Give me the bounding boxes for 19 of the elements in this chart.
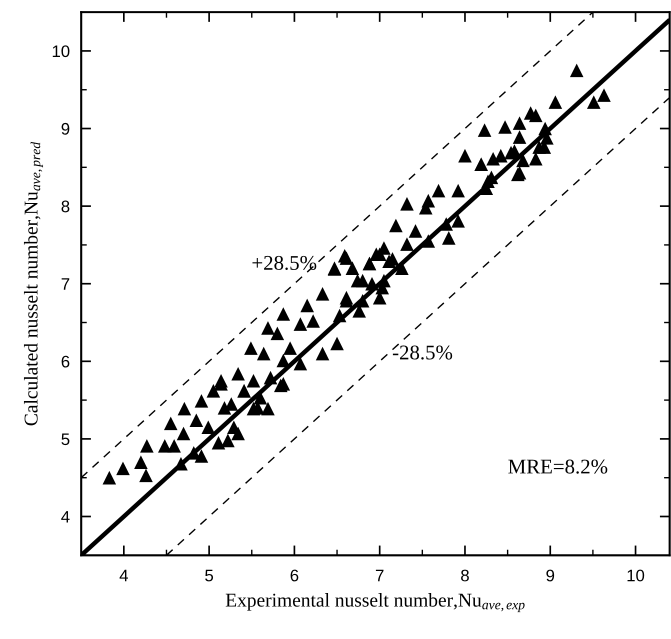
x-tick-label: 6 xyxy=(290,570,298,582)
x-axis-title: Experimental nusselt number,Nu$_{ave,exp}$ xyxy=(226,593,525,612)
y-axis-title: Calculated nusselt number,Nu$_{ave,pred}$ xyxy=(24,142,44,426)
annotation: +28.5% xyxy=(252,256,316,270)
x-tick-label: 4 xyxy=(120,570,128,582)
y-tick-label: 10 xyxy=(52,45,70,58)
x-tick-label: 7 xyxy=(376,570,384,582)
y-tick-label: 9 xyxy=(62,122,70,135)
y-tick-label: 6 xyxy=(62,356,70,368)
annotation: -28.5% xyxy=(392,345,452,360)
x-tick-label: 9 xyxy=(546,570,554,582)
y-tick-label: 8 xyxy=(62,200,70,212)
x-tick-label: 5 xyxy=(205,570,214,582)
y-tick-label: 7 xyxy=(62,278,70,290)
y-tick-label: 5 xyxy=(61,433,70,446)
annotation: MRE=8.2% xyxy=(508,460,608,474)
x-tick-label: 8 xyxy=(461,570,469,582)
y-tick-label: 4 xyxy=(61,511,70,523)
x-tick-label: 10 xyxy=(628,570,644,582)
